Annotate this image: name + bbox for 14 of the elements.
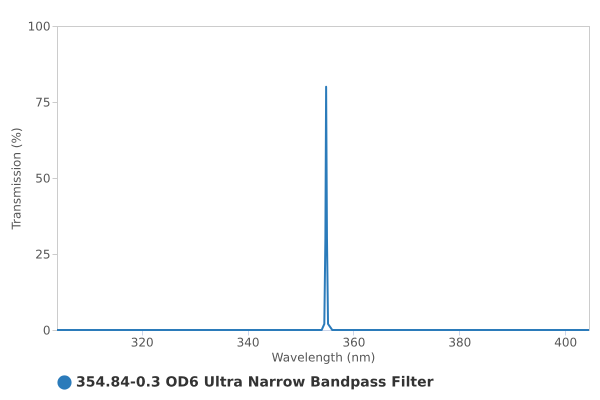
x-tick-label: 360	[342, 336, 366, 350]
y-tick-label: 100	[28, 20, 50, 34]
x-axis-title: Wavelength (nm)	[272, 350, 376, 364]
y-tick-label: 25	[35, 248, 50, 262]
legend-label: 354.84-0.3 OD6 Ultra Narrow Bandpass Filter	[76, 374, 434, 390]
y-tick-label: 0	[42, 324, 50, 338]
y-axis-title: Transmission (%)	[10, 127, 24, 231]
x-tick-label: 340	[236, 336, 260, 350]
x-tick-label: 320	[130, 336, 154, 350]
line-series	[56, 86, 590, 331]
y-tick-label: 75	[35, 96, 50, 110]
y-tick-label: 50	[35, 172, 50, 186]
x-tick-label: 400	[554, 336, 578, 350]
x-tick-label: 380	[448, 336, 472, 350]
